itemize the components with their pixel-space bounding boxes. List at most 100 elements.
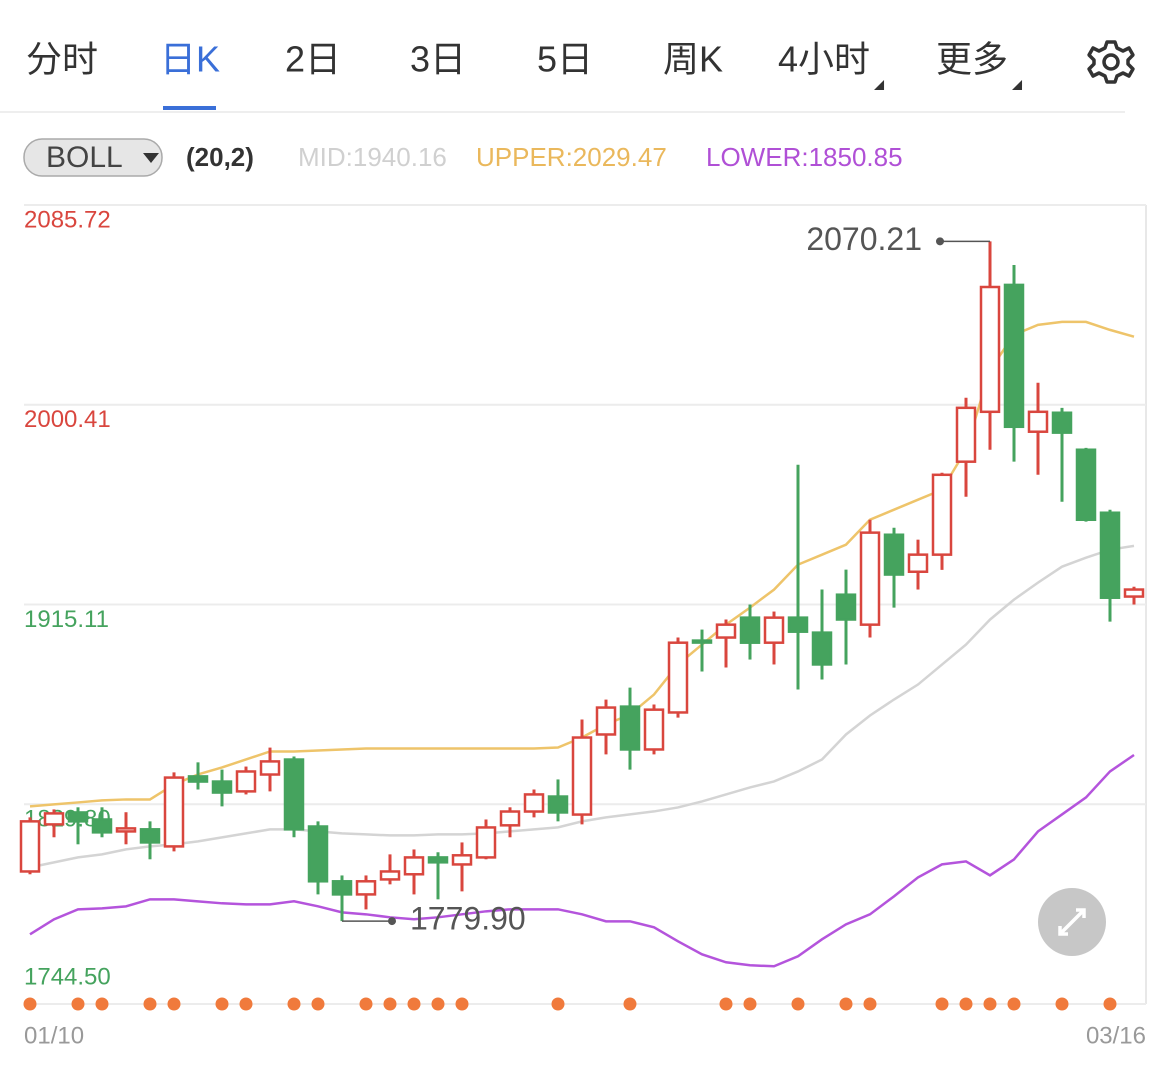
candle-body xyxy=(595,706,617,736)
tab[interactable]: 更多 xyxy=(936,39,1008,80)
expand-button[interactable] xyxy=(1038,888,1106,956)
candle-body xyxy=(115,827,137,833)
candle-body xyxy=(283,758,305,831)
signal-dot xyxy=(143,997,157,1011)
tab[interactable]: 日K xyxy=(160,39,220,80)
dropdown-mark xyxy=(1012,80,1023,90)
candle-body xyxy=(619,705,641,751)
tab[interactable]: 2日 xyxy=(285,39,341,80)
signal-dot xyxy=(1103,997,1117,1011)
candle-body xyxy=(259,760,281,776)
settings-icon[interactable] xyxy=(1087,40,1135,84)
candle-body xyxy=(979,285,1001,414)
y-tick-label: 1915.11 xyxy=(24,606,109,633)
candle-body xyxy=(331,880,353,896)
annotation-label: 2070.21 xyxy=(806,221,922,257)
signal-dot xyxy=(983,997,997,1011)
signal-dot xyxy=(863,997,877,1011)
candle-body xyxy=(403,856,425,876)
candle-body xyxy=(43,812,65,826)
signal-dot xyxy=(383,997,397,1011)
candle-body xyxy=(643,708,665,751)
candle-body xyxy=(427,856,449,864)
y-tick-label: 2085.72 xyxy=(24,206,111,233)
candle-body xyxy=(307,825,329,883)
signal-dot xyxy=(1007,997,1021,1011)
candle-body xyxy=(499,810,521,827)
tab-underline xyxy=(163,106,216,110)
candle-body xyxy=(715,623,737,639)
tab[interactable]: 周K xyxy=(663,39,723,80)
tab[interactable]: 分时 xyxy=(26,39,98,80)
candle-body xyxy=(1099,511,1121,599)
signal-dot xyxy=(95,997,109,1011)
legend-lower: LOWER:1850.85 xyxy=(706,142,903,172)
candle-body xyxy=(91,818,113,834)
indicator-name: BOLL xyxy=(46,141,123,174)
band-line xyxy=(29,753,1135,968)
signal-dot xyxy=(791,997,805,1011)
annotation-label: 1779.90 xyxy=(410,901,526,937)
candle-body xyxy=(739,616,761,644)
signal-dot xyxy=(359,997,373,1011)
annotation-dot xyxy=(388,917,396,926)
candle-body xyxy=(475,826,497,859)
signal-dot xyxy=(455,997,469,1011)
candle-body xyxy=(1027,410,1049,433)
tab[interactable]: 4小时 xyxy=(778,39,870,80)
candle-body xyxy=(835,593,857,621)
candle-body xyxy=(1003,283,1025,429)
candle-body xyxy=(451,854,473,866)
candle-body xyxy=(763,616,785,644)
candle-body xyxy=(1075,448,1097,522)
candle-body xyxy=(187,775,209,783)
candle-body xyxy=(691,639,713,644)
indicator-params: (20,2) xyxy=(186,142,254,172)
signal-dot xyxy=(215,997,229,1011)
candle-body xyxy=(1123,588,1145,598)
signal-dot xyxy=(71,997,85,1011)
y-tick-label: 2000.41 xyxy=(24,406,111,433)
signal-dot xyxy=(239,997,253,1011)
x-tick-label: 01/10 xyxy=(24,1022,84,1049)
candle-body xyxy=(235,770,257,793)
candle-body xyxy=(547,795,569,814)
signal-dot xyxy=(623,997,637,1011)
signal-dot xyxy=(431,997,445,1011)
candle-body xyxy=(1051,411,1073,434)
tab-bar: 分时 日K 2日 3日 5日 周K 4小时 更多 xyxy=(26,39,1023,110)
candle-body xyxy=(379,870,401,881)
signal-dot xyxy=(311,997,325,1011)
candle-body xyxy=(931,473,953,556)
candle-body xyxy=(571,736,593,816)
signal-dot xyxy=(167,997,181,1011)
candle-body xyxy=(67,811,89,823)
candle-body xyxy=(19,820,41,873)
y-tick-label: 1744.50 xyxy=(24,963,111,990)
tab[interactable]: 5日 xyxy=(537,39,593,80)
plot: 2085.722000.411915.111829.801744.502070.… xyxy=(19,204,1147,1049)
indicator-select[interactable]: BOLL xyxy=(23,138,163,177)
candle-body xyxy=(523,793,545,813)
signal-dot xyxy=(839,997,853,1011)
candle-body xyxy=(355,880,377,896)
tab[interactable]: 3日 xyxy=(410,39,466,80)
candle-body xyxy=(811,631,833,666)
candle-body xyxy=(907,553,929,573)
signal-dot xyxy=(959,997,973,1011)
signal-dot xyxy=(23,997,37,1011)
candle-body xyxy=(667,641,689,714)
candle-body xyxy=(211,780,233,794)
signal-dot xyxy=(407,997,421,1011)
candle-body xyxy=(787,616,809,633)
legend-mid: MID:1940.16 xyxy=(298,142,447,172)
signal-dot xyxy=(719,997,733,1011)
x-tick-label: 03/16 xyxy=(1086,1022,1146,1049)
signal-dot xyxy=(287,997,301,1011)
candle-body xyxy=(955,406,977,463)
signal-dot xyxy=(551,997,565,1011)
signal-dot xyxy=(1055,997,1069,1011)
annotation-dot xyxy=(936,237,944,246)
legend-upper: UPPER:2029.47 xyxy=(476,142,667,172)
